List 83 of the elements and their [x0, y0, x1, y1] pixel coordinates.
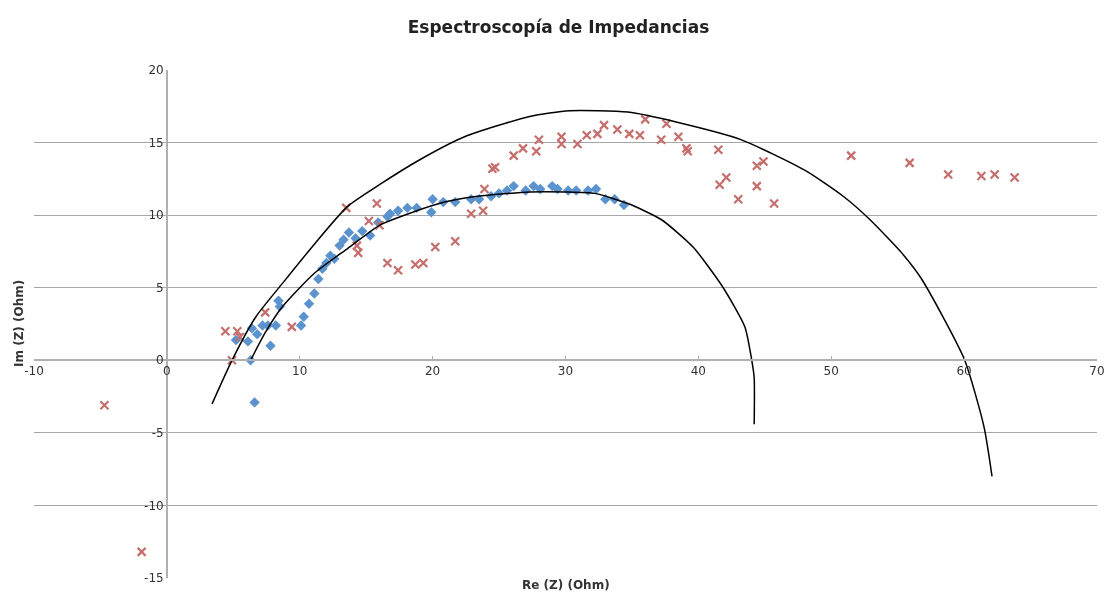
point	[286, 321, 297, 332]
point	[226, 355, 238, 366]
point	[363, 215, 374, 227]
x-tick-label: 30	[557, 364, 574, 379]
point	[733, 194, 744, 205]
point	[450, 236, 461, 247]
point	[353, 247, 364, 258]
point	[295, 320, 307, 331]
point	[531, 146, 542, 157]
point	[234, 331, 246, 343]
point	[598, 120, 610, 131]
y-tick-label: -10	[144, 498, 164, 513]
point	[528, 180, 539, 192]
point	[943, 169, 954, 180]
point	[640, 114, 651, 125]
point	[989, 169, 1000, 180]
y-tick-label: 0	[156, 353, 164, 368]
y-tick-label: -15	[144, 571, 164, 586]
point	[721, 172, 732, 183]
point	[572, 138, 583, 150]
point	[249, 397, 260, 408]
point	[904, 157, 915, 168]
point	[426, 207, 437, 218]
point	[252, 328, 263, 340]
point	[976, 170, 987, 182]
point	[430, 241, 441, 253]
point	[508, 150, 519, 161]
x-tick-label: -10	[24, 364, 44, 379]
x-tick-label: 10	[292, 364, 308, 379]
point	[392, 205, 404, 216]
point	[556, 131, 567, 142]
point	[341, 202, 352, 213]
point	[303, 298, 315, 309]
point	[99, 400, 110, 411]
point	[309, 288, 320, 299]
point	[265, 340, 276, 351]
x-tick-label: 70	[1089, 364, 1105, 379]
point	[334, 240, 345, 251]
point	[769, 198, 780, 209]
point	[402, 202, 413, 214]
y-tick-label: 10	[148, 208, 164, 223]
point	[260, 307, 271, 318]
point	[313, 273, 324, 285]
point	[242, 336, 254, 347]
point	[392, 265, 404, 276]
point	[466, 208, 477, 219]
line-series	[211, 109, 993, 478]
point	[751, 181, 762, 192]
point	[136, 546, 147, 557]
y-tick-label: 5	[156, 280, 164, 295]
x-tick-label: 20	[424, 364, 441, 379]
point	[357, 225, 368, 237]
point	[612, 124, 623, 135]
point	[661, 118, 672, 129]
x-tick-label: 40	[690, 364, 707, 379]
point	[382, 257, 393, 269]
point	[656, 134, 667, 145]
point	[270, 320, 282, 331]
point	[479, 183, 490, 195]
point	[478, 205, 489, 216]
point	[508, 180, 519, 192]
point	[338, 234, 349, 246]
point	[846, 150, 857, 161]
point	[673, 131, 684, 142]
point	[371, 198, 382, 209]
point	[751, 160, 762, 171]
y-tick-label: 20	[148, 63, 164, 78]
y-tick-label: 15	[148, 135, 164, 150]
point	[343, 227, 355, 238]
x-tick-label: 50	[823, 364, 839, 379]
point	[1009, 172, 1020, 183]
y-axis-title: Im (Z) (Ohm)	[12, 279, 26, 367]
point	[351, 240, 362, 251]
point	[517, 143, 529, 154]
x-axis-title: Re (Z) (Ohm)	[522, 578, 610, 592]
point	[533, 134, 545, 145]
point	[714, 179, 725, 190]
y-tick-label: -5	[151, 426, 164, 441]
point	[298, 311, 309, 322]
point	[713, 144, 724, 155]
point	[758, 156, 769, 167]
point	[427, 193, 438, 205]
chart-title: Espectroscopía de Impedancias	[407, 17, 710, 38]
